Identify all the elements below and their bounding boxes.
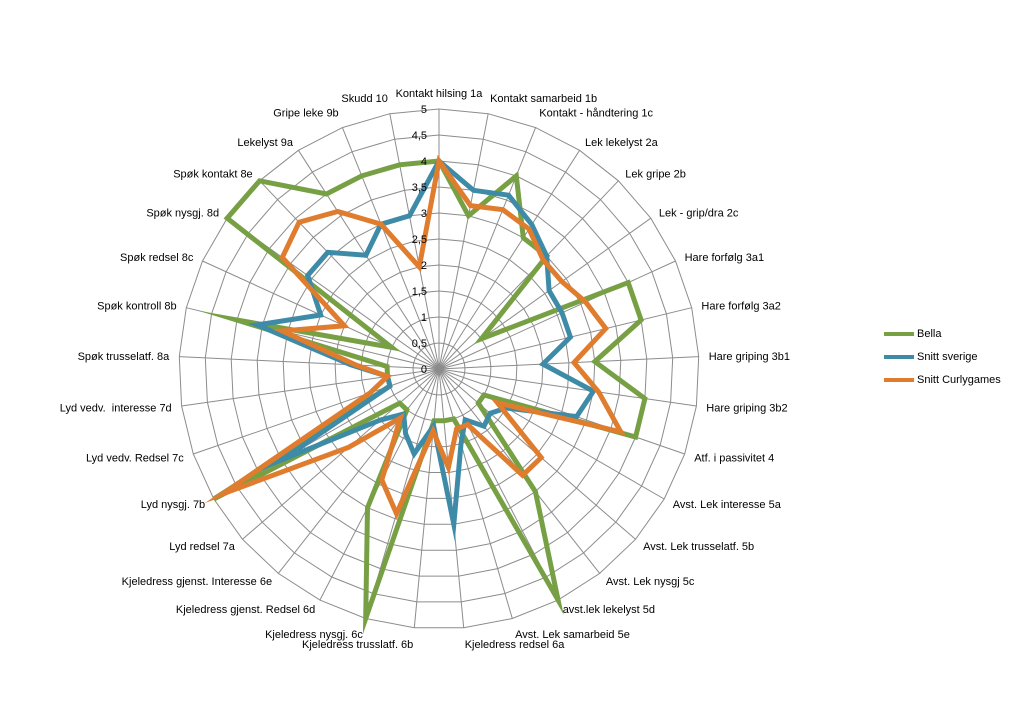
category-label: Lekelyst 9a (237, 137, 294, 149)
radial-tick-labels: 0 0,5 1 1,5 2 2,5 3 3,5 4 4,5 5 (412, 104, 427, 376)
category-label: Spøk kontroll 8b (97, 300, 176, 312)
tick-label: 1 (421, 312, 427, 324)
legend-label: Bella (917, 327, 942, 340)
grid-spoke-31 (341, 127, 440, 370)
category-label: Kjeledress redsel 6a (465, 639, 566, 651)
legend-item: Bella (884, 322, 1014, 345)
category-label: Lek gripe 2b (625, 169, 686, 181)
grid-spoke-21 (242, 368, 440, 540)
tick-label: 0 (421, 364, 427, 376)
grid-spoke-6 (438, 260, 676, 370)
category-label: Spøk trusselatf. 8a (78, 351, 171, 363)
grid-ring-10 (178, 108, 700, 629)
category-label: Avst. Lek trusselatf. 5b (643, 541, 754, 553)
category-label: Kjeledress nysgj. 6c (265, 629, 363, 641)
category-label: Atf. i passivitet 4 (694, 452, 774, 464)
category-label: Lyd vedv. interesse 7d (60, 402, 172, 414)
category-label: Hare forfølg 3a2 (701, 300, 780, 312)
category-label: Spøk redsel 8c (120, 252, 194, 264)
category-label: Lyd redsel 7a (169, 541, 236, 553)
category-label: Gripe leke 9b (273, 107, 338, 119)
grid-spoke-1 (438, 113, 489, 370)
category-label: Hare griping 3b1 (709, 351, 790, 363)
category-label: Spøk nysgj. 8d (146, 207, 219, 219)
grid-spoke-3 (438, 150, 581, 370)
grid-spoke-23 (193, 368, 440, 455)
grid-spoke-24 (181, 368, 440, 407)
category-label: Kjeledress gjenst. Interesse 6e (122, 576, 272, 588)
grid-spoke-29 (259, 180, 440, 370)
grid-ring-1 (412, 342, 466, 396)
grid-ring-7 (256, 186, 622, 551)
category-label: Kontakt samarbeid 1b (490, 93, 597, 105)
grid-spoke-20 (277, 368, 440, 574)
category-label: Spøk kontakt 8e (173, 169, 253, 181)
grid-spoke-32 (389, 113, 440, 370)
grid-ring-8 (230, 160, 648, 577)
category-label: Lek lekelyst 2a (585, 137, 659, 149)
category-label: Avst. Lek interesse 5a (673, 499, 782, 511)
category-label: Hare griping 3b2 (706, 402, 787, 414)
grid-spoke-30 (297, 150, 440, 370)
legend-label: Snitt Curlygames (917, 373, 1001, 386)
tick-label: 5 (421, 104, 427, 116)
category-label: Kontakt hilsing 1a (396, 88, 484, 100)
tick-label: 4,5 (412, 130, 427, 142)
chart-legend: Bella Snitt sverige Snitt Curlygames (884, 322, 1014, 391)
category-label: Kjeledress trusslatf. 6b (302, 639, 413, 651)
category-label: Hare forfølg 3a1 (685, 252, 764, 264)
tick-label: 2 (421, 260, 427, 272)
category-label: Avst. Lek nysgj 5c (606, 576, 695, 588)
category-label: Kjeledress gjenst. Redsel 6d (176, 604, 315, 616)
grid-spoke-15 (438, 368, 513, 619)
legend-swatch (884, 354, 914, 359)
tick-label: 2,5 (412, 234, 427, 246)
tick-label: 3 (421, 208, 427, 220)
tick-label: 0,5 (412, 338, 427, 350)
radar-series-layer (198, 154, 648, 635)
series-line-snitt-curlygames (204, 154, 626, 520)
category-label: Avst. Lek samarbeid 5e (515, 629, 630, 641)
category-labels: Kontakt hilsing 1a Kontakt samarbeid 1b Ko… (60, 88, 790, 651)
grid-spoke-7 (438, 307, 692, 370)
legend-swatch (884, 377, 914, 382)
grid-spoke-2 (438, 127, 537, 370)
grid-spoke-8 (438, 356, 699, 370)
grid-spoke-11 (438, 368, 665, 500)
grid-spoke-9 (438, 368, 697, 407)
legend-item: Snitt sverige (884, 345, 1014, 368)
tick-label: 1,5 (412, 286, 427, 298)
grid-spoke-10 (438, 368, 685, 455)
grid-spoke-25 (179, 356, 440, 370)
category-label: Kontakt - håndtering 1c (539, 107, 653, 119)
legend-item: Snitt Curlygames (884, 368, 1014, 391)
category-label: Lyd vedv. Redsel 7c (86, 452, 184, 464)
tick-label: 3,5 (412, 182, 427, 194)
grid-spoke-17 (413, 368, 440, 628)
category-label: Skudd 10 (341, 93, 387, 105)
category-label: Lek - grip/dra 2c (659, 207, 739, 219)
category-label: avst.lek lekelyst 5d (563, 604, 655, 616)
category-label: Lyd nysgj. 7b (141, 499, 205, 511)
grid-ring-9 (204, 134, 674, 603)
grid-spoke-16 (438, 368, 465, 628)
tick-label: 4 (421, 156, 427, 168)
legend-label: Snitt sverige (917, 350, 978, 363)
legend-swatch (884, 331, 914, 336)
